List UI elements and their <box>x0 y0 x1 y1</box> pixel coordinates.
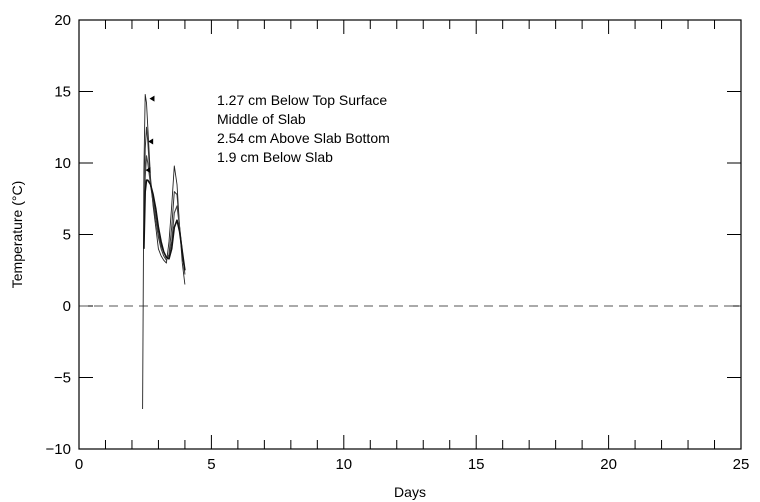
x-tick-label: 5 <box>207 456 215 473</box>
x-tick-label: 20 <box>600 456 617 473</box>
axis-ticks <box>78 19 742 450</box>
y-axis-label: Temperature (°C) <box>9 181 25 289</box>
peak-marker <box>149 95 155 102</box>
legend-entry-3: 2.54 cm Above Slab Bottom <box>217 130 390 146</box>
series-layer <box>142 93 186 410</box>
x-axis-label: Days <box>394 484 426 500</box>
y-tick-label: 15 <box>54 84 71 101</box>
legend-entry-4: 1.9 cm Below Slab <box>217 149 333 165</box>
y-tick-label: 0 <box>63 298 71 315</box>
series-line-1 <box>142 93 186 410</box>
plot-frame <box>78 19 742 450</box>
y-tick-label: 5 <box>63 227 71 244</box>
x-tick-label: 10 <box>335 456 352 473</box>
tick-labels: 0 5 10 15 20 25 −10 −5 0 5 10 15 20 <box>46 12 750 473</box>
peak-marker <box>145 167 151 174</box>
peak-marker <box>148 138 154 145</box>
series-line-2 <box>143 126 186 271</box>
legend: 1.27 cm Below Top Surface Middle of Slab 2… <box>217 92 390 165</box>
legend-entry-2: Middle of Slab <box>217 111 306 127</box>
series-line-4 <box>143 179 186 271</box>
x-tick-label: 0 <box>75 456 83 473</box>
x-tick-label: 15 <box>468 456 485 473</box>
x-tick-label: 25 <box>733 456 750 473</box>
y-tick-label: −5 <box>54 370 71 387</box>
legend-entry-1: 1.27 cm Below Top Surface <box>217 92 387 108</box>
y-tick-label: −10 <box>46 441 71 458</box>
y-tick-label: 10 <box>54 155 71 172</box>
y-tick-label: 20 <box>54 12 71 29</box>
